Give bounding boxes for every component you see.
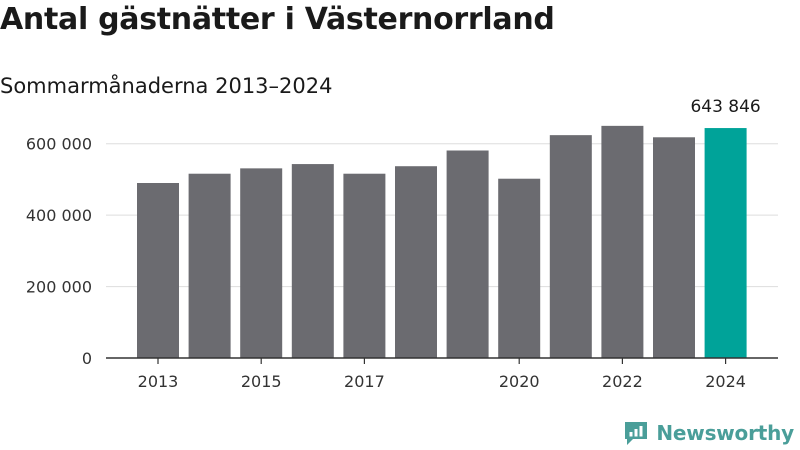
newsworthy-logo-icon xyxy=(625,422,648,445)
bar-2013 xyxy=(137,183,179,358)
brand-logo: Newsworthy xyxy=(623,420,794,446)
bar-2015 xyxy=(240,168,283,358)
y-tick-label: 0 xyxy=(82,349,92,368)
brand-name: Newsworthy xyxy=(656,421,794,445)
labels: 643 846 xyxy=(690,97,760,117)
y-tick-label: 600 000 xyxy=(26,135,92,154)
bar-2023 xyxy=(653,137,695,358)
bar-2024 xyxy=(704,128,747,358)
x-tick-label: 2015 xyxy=(241,372,282,391)
x-tick-label: 2017 xyxy=(344,372,385,391)
chart-title: Antal gästnätter i Västernorrland xyxy=(0,2,555,37)
bar-2014 xyxy=(188,173,231,358)
bar-2018 xyxy=(395,166,437,358)
bar-2022 xyxy=(601,125,644,358)
chart-subtitle: Sommarmånaderna 2013–2024 xyxy=(0,74,333,98)
y-tick-label: 200 000 xyxy=(26,278,92,297)
bar-2017 xyxy=(343,173,386,358)
bar-2019 xyxy=(446,150,489,358)
bar-2021 xyxy=(549,135,592,358)
bars xyxy=(137,125,747,358)
bar-2016 xyxy=(291,164,334,358)
bar-2020 xyxy=(498,178,541,358)
x-tick-label: 2024 xyxy=(705,372,746,391)
x-tick-label: 2020 xyxy=(499,372,540,391)
x-tick-label: 2013 xyxy=(138,372,179,391)
axes: 0 200 000 400 000 600 000 2013 2015 2017 2020 20… xyxy=(26,135,778,391)
x-tick-label: 2022 xyxy=(602,372,643,391)
data-label-2024: 643 846 xyxy=(690,97,760,117)
y-tick-label: 400 000 xyxy=(26,206,92,225)
